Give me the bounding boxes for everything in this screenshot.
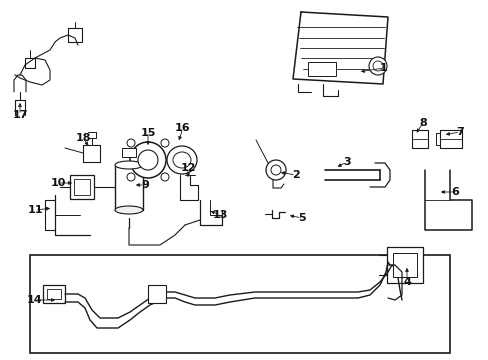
Text: 9: 9 [141,180,149,190]
Text: 7: 7 [455,127,463,137]
Ellipse shape [173,152,191,168]
Circle shape [130,142,165,178]
Bar [386,247,422,283]
Text: 14: 14 [27,295,43,305]
Text: 16: 16 [175,123,190,133]
Circle shape [372,61,382,71]
Bar [70,175,94,199]
Text: 1: 1 [379,63,387,73]
Text: 12: 12 [180,163,195,173]
Bar [74,179,90,195]
Circle shape [161,173,169,181]
Bar [307,62,335,76]
Text: 11: 11 [27,205,42,215]
Bar [43,285,65,303]
Text: 4: 4 [402,277,410,287]
Bar [30,255,449,353]
Bar [47,289,61,299]
Ellipse shape [115,161,142,169]
Bar [122,148,136,157]
Text: 10: 10 [50,178,65,188]
Bar [148,285,165,303]
Circle shape [270,165,281,175]
Bar [115,165,142,210]
Text: 3: 3 [343,157,350,167]
Ellipse shape [167,146,197,174]
Text: 17: 17 [12,110,28,120]
Bar [392,253,416,277]
Text: 6: 6 [450,187,458,197]
Circle shape [368,57,386,75]
Circle shape [127,139,135,147]
Text: 18: 18 [75,133,91,143]
Text: 15: 15 [140,128,155,138]
Ellipse shape [115,206,142,214]
Circle shape [161,139,169,147]
Text: 8: 8 [418,118,426,128]
Circle shape [127,173,135,181]
Circle shape [265,160,285,180]
Text: 2: 2 [291,170,299,180]
Text: 13: 13 [212,210,227,220]
Text: 5: 5 [298,213,305,223]
Circle shape [138,150,158,170]
